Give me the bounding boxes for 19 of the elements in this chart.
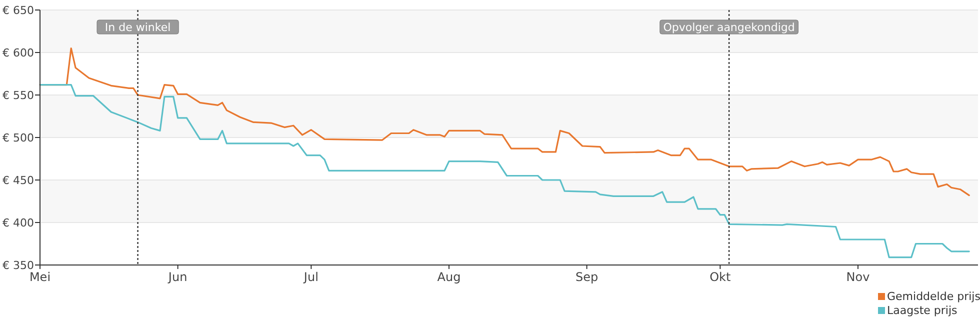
x-tick-label: Okt: [710, 270, 731, 284]
x-tick-label: Mei: [29, 270, 51, 284]
x-tick-label: Nov: [846, 270, 870, 284]
x-tick-label: Aug: [437, 270, 461, 284]
x-tick-label: Jul: [302, 270, 318, 284]
x-tick-label: Sep: [575, 270, 598, 284]
legend-label: Gemiddelde prijs: [887, 290, 980, 303]
y-tick-label: € 650: [2, 4, 34, 17]
legend-label: Laagste prijs: [887, 304, 958, 317]
y-tick-label: € 350: [2, 258, 34, 272]
line-series: [39, 84, 970, 258]
y-tick-label: € 500: [2, 131, 34, 144]
y-tick-label: € 450: [2, 174, 34, 187]
x-tick-label: Jun: [167, 270, 188, 284]
y-tick-label: € 400: [2, 216, 34, 230]
y-tick-label: € 600: [2, 46, 34, 60]
ref-line-label: In de winkel: [104, 21, 171, 34]
ref-line-label: Opvolger aangekondigd: [663, 21, 795, 34]
y-tick-label: € 550: [2, 88, 34, 102]
